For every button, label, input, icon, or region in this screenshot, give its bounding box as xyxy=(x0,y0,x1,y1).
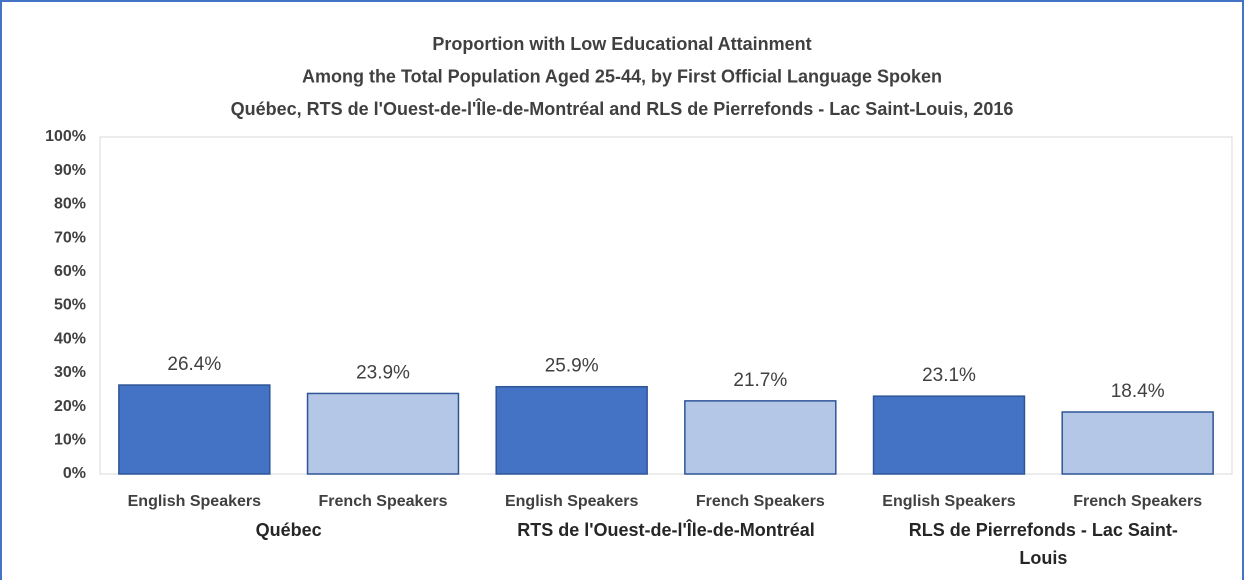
group-label: RLS de Pierrefonds - Lac Saint-Louis xyxy=(908,520,1178,568)
y-tick-label: 50% xyxy=(54,297,86,314)
chart-title: Proportion with Low Educational Attainme… xyxy=(432,34,811,54)
x-tick-label: English Speakers xyxy=(128,493,261,510)
value-label: 18.4% xyxy=(1111,381,1165,402)
x-tick-label: English Speakers xyxy=(505,493,638,510)
value-label: 26.4% xyxy=(167,354,221,375)
y-tick-label: 10% xyxy=(54,432,86,449)
x-tick-label: English Speakers xyxy=(882,493,1015,510)
y-tick-label: 20% xyxy=(54,398,86,415)
y-tick-label: 90% xyxy=(54,162,86,179)
y-tick-label: 30% xyxy=(54,364,86,381)
y-tick-label: 80% xyxy=(54,196,86,213)
value-label: 23.9% xyxy=(356,362,410,383)
x-tick-label: French Speakers xyxy=(319,493,448,510)
value-label: 25.9% xyxy=(545,356,599,377)
y-tick-label: 0% xyxy=(63,465,86,482)
y-tick-label: 60% xyxy=(54,263,86,280)
bar xyxy=(1061,411,1214,475)
value-label: 21.7% xyxy=(733,370,787,391)
bar xyxy=(495,385,648,475)
x-tick-label: French Speakers xyxy=(696,493,825,510)
value-label: 23.1% xyxy=(922,365,976,386)
group-label: RTS de l'Ouest-de-l'Île-de-Montréal xyxy=(517,520,815,540)
bar xyxy=(684,400,837,475)
group-label: Québec xyxy=(255,520,322,540)
bar xyxy=(118,384,271,475)
plot-area xyxy=(99,136,1233,475)
y-tick-label: 100% xyxy=(45,128,86,145)
y-tick-label: 70% xyxy=(54,229,86,246)
bar xyxy=(306,392,460,475)
y-tick-label: 40% xyxy=(54,330,86,347)
bar xyxy=(872,395,1026,475)
x-tick-label: French Speakers xyxy=(1073,493,1202,510)
chart-title: Among the Total Population Aged 25-44, b… xyxy=(302,66,942,86)
chart-title: Québec, RTS de l'Ouest-de-l'Île-de-Montr… xyxy=(231,98,1014,119)
